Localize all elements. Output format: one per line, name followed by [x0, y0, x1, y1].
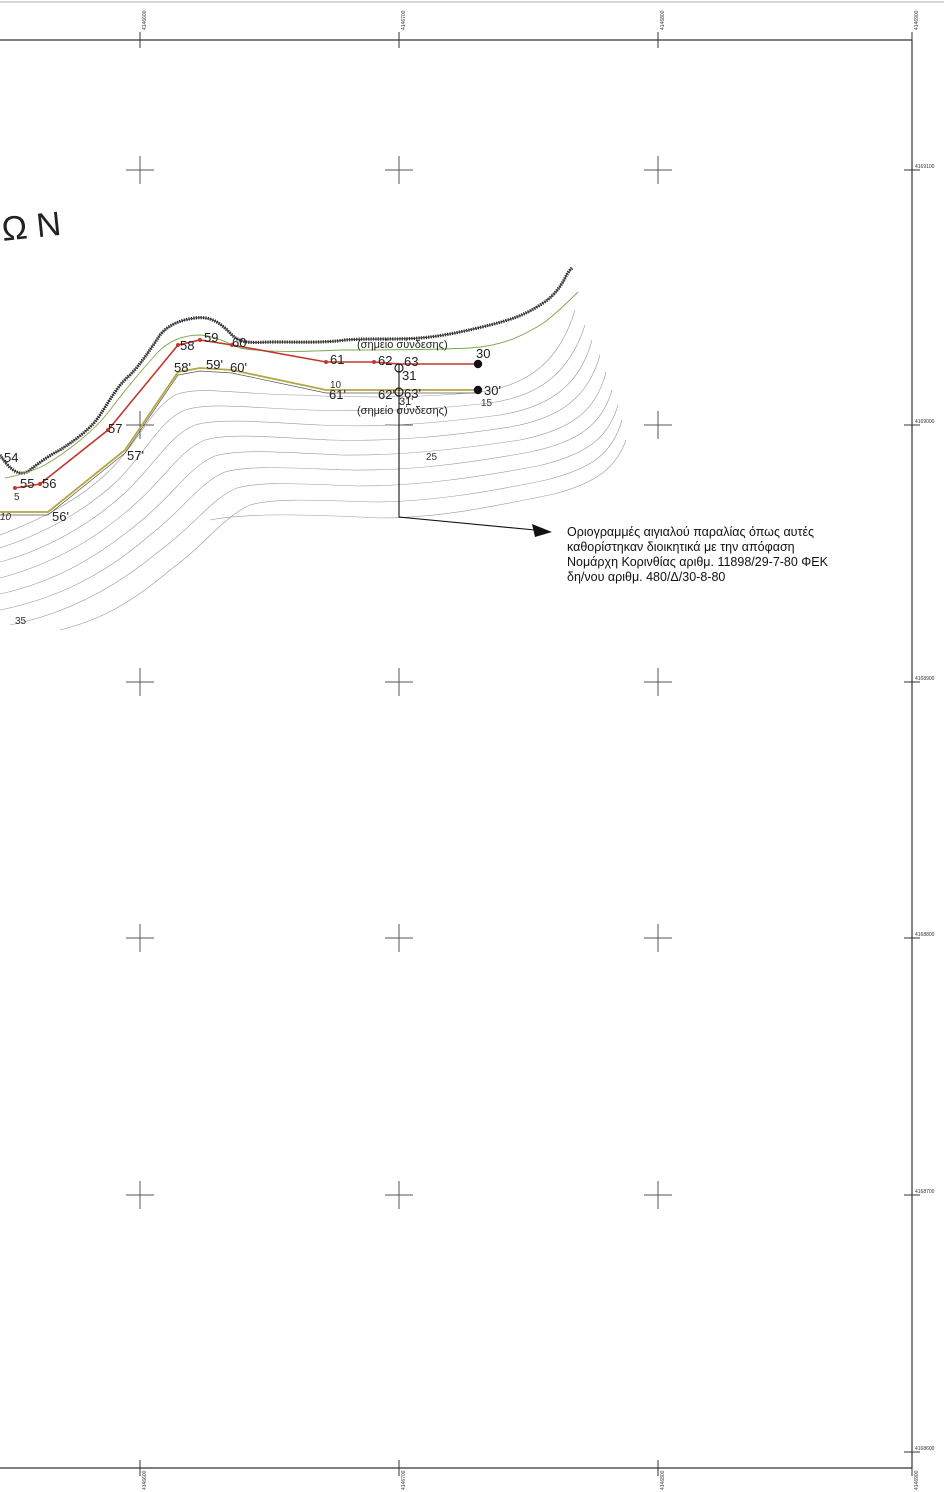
leader-line — [398, 364, 536, 531]
bottom-coord-label: 4146700 — [401, 1470, 407, 1490]
point-label-62p: 62' — [378, 387, 395, 402]
shoreline-inner — [0, 267, 573, 474]
legend-note-line: Οριογραμμές αιγιαλού παραλίας όπως αυτές — [567, 525, 815, 539]
map-region-label: Ω N — [0, 205, 63, 249]
legend-note-line: καθορίστηκαν διοικητικά με την απόφαση — [567, 540, 795, 554]
bottom-coord-label: 4146600 — [142, 1470, 148, 1490]
point-label-31: 31 — [402, 368, 416, 383]
leader-arrowhead — [532, 524, 552, 537]
connection-point-label-lower: (σημείο σύνδεσης) — [357, 405, 448, 417]
point-label-58: 58 — [180, 338, 194, 353]
legend-note-line: δη/νου αριθμ. 480/Δ/30-8-80 — [567, 570, 726, 584]
point-label-54: 54 — [4, 450, 18, 465]
point-30p-marker — [473, 385, 483, 395]
contour-label: 5 — [14, 492, 20, 503]
right-coord-label: 4168800 — [915, 932, 935, 938]
connection-point-label-upper: (σημείο σύνδεσης) — [357, 339, 448, 351]
upper-boundary-line — [14, 339, 478, 489]
point-label-57p: 57' — [127, 448, 144, 463]
point-30-marker — [473, 359, 483, 369]
point-label-30p: 30' — [484, 383, 501, 398]
point-label-56: 56 — [42, 476, 56, 491]
point-label-60p: 60' — [230, 360, 247, 375]
contour-label: 10 — [0, 512, 12, 523]
point-label-56p: 56' — [52, 509, 69, 524]
upper-boundary-vertices — [13, 338, 376, 490]
bottom-coord-label: 4146800 — [660, 1470, 666, 1490]
point-label-55: 55 — [20, 476, 34, 491]
grid-crosses — [126, 156, 672, 1209]
top-coord-label: 4146900 — [914, 10, 920, 30]
right-coord-label: 4168900 — [915, 676, 935, 682]
contour-label: 10 — [330, 380, 342, 391]
bottom-coord-label: 4146900 — [914, 1470, 920, 1490]
right-coord-label: 4168600 — [915, 1446, 935, 1452]
lower-boundary-line — [0, 367, 478, 513]
point-label-59: 59 — [204, 330, 218, 345]
point-label-63p: 63' — [404, 386, 421, 401]
point-label-60: 60 — [232, 335, 246, 350]
point-label-58p: 58' — [174, 360, 191, 375]
point-label-61: 61 — [330, 352, 344, 367]
point-label-59p: 59' — [206, 357, 223, 372]
right-coord-label: 4169000 — [915, 419, 935, 425]
lower-boundary-shadow — [0, 370, 478, 516]
point-label-62: 62 — [378, 353, 392, 368]
point-label-63: 63 — [404, 354, 418, 369]
contour-label: 25 — [426, 452, 438, 463]
top-coord-label: 4146700 — [401, 10, 407, 30]
point-label-31p: 31' — [399, 396, 413, 408]
legend-note: Οριογραμμές αιγιαλού παραλίας όπως αυτές… — [567, 525, 897, 585]
right-coord-label: 4168700 — [915, 1189, 935, 1195]
legend-note-line: Νομάρχη Κορινθίας αριθμ. 11898/29-7-80 Φ… — [567, 555, 828, 569]
point-label-61p: 61' — [329, 387, 346, 402]
contour-label: 15 — [481, 398, 493, 409]
contour-lines — [0, 309, 627, 631]
point-label-57: 57 — [108, 421, 122, 436]
point-label-30: 30 — [476, 346, 490, 361]
right-coord-label: 4169100 — [915, 164, 935, 170]
contour-label: 35 — [15, 616, 27, 627]
top-coord-label: 4146600 — [142, 10, 148, 30]
shoreline — [0, 266, 574, 475]
top-coord-label: 4146800 — [660, 10, 666, 30]
